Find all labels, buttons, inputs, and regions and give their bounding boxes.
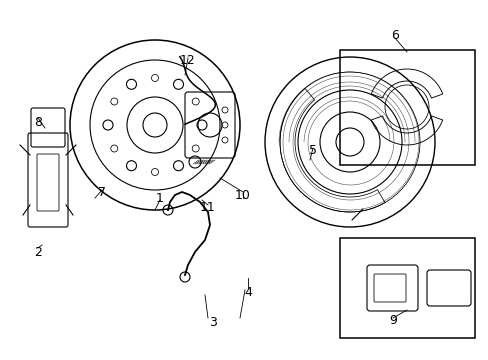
Text: 9: 9 [388, 314, 396, 327]
Bar [339, 238, 474, 338]
Text: 2: 2 [34, 246, 42, 258]
Text: 3: 3 [209, 315, 217, 328]
Text: 4: 4 [244, 285, 251, 298]
Text: 11: 11 [200, 201, 215, 213]
Text: 5: 5 [308, 144, 316, 157]
Text: 12: 12 [180, 54, 196, 67]
Bar [339, 50, 474, 165]
Text: 7: 7 [98, 185, 106, 198]
Text: 8: 8 [34, 116, 42, 129]
Text: 1: 1 [156, 192, 163, 204]
Text: 6: 6 [390, 28, 398, 41]
Text: 10: 10 [235, 189, 250, 202]
FancyArrowPatch shape [351, 209, 362, 220]
